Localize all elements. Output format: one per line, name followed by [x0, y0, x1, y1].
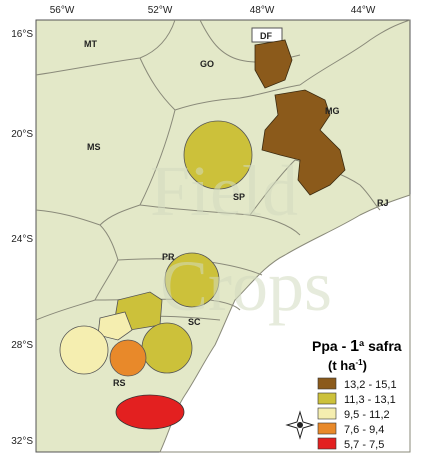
legend: Ppa - 1ª safra (t ha-1) 13,2 - 15,1 11,3 …: [312, 338, 402, 451]
state-labels: MT GO DF MG MS SP RJ PR SC RS: [84, 31, 389, 388]
area-11-13: [183, 120, 253, 190]
area-11-13: [164, 252, 220, 308]
legend-swatch: [317, 437, 337, 450]
area-7-9: [109, 339, 147, 377]
state-label: SC: [188, 317, 201, 327]
state-label: RJ: [377, 198, 389, 208]
lat-label: 28°S: [11, 340, 33, 351]
lon-label: 48°W: [250, 5, 275, 16]
legend-label: 11,3 - 13,1: [344, 394, 396, 406]
ocean: [159, 194, 411, 453]
state-label: SP: [233, 192, 245, 202]
lat-label: 16°S: [11, 29, 33, 40]
lat-label: 32°S: [11, 436, 33, 447]
area-11-13: [141, 322, 193, 374]
lon-label: 56°W: [50, 5, 75, 16]
state-label: MT: [84, 39, 97, 49]
lon-label: 44°W: [351, 5, 376, 16]
legend-swatch: [317, 377, 337, 390]
legend-label: 13,2 - 15,1: [344, 379, 397, 391]
watermark: Crops: [160, 246, 332, 326]
state-label: DF: [260, 31, 272, 41]
lat-label: 20°S: [11, 129, 33, 140]
state-label: MS: [87, 142, 101, 152]
legend-swatch: [317, 407, 337, 420]
df-box: [251, 27, 283, 43]
legend-label: 5,7 - 7,5: [344, 439, 384, 451]
area-9-11: [59, 325, 109, 375]
area-13-15: [254, 39, 346, 196]
graticule-labels: 56°W 52°W 48°W 44°W 16°S 20°S 24°S 28°S …: [11, 5, 376, 447]
area-5-7: [115, 394, 185, 430]
state-label: RS: [113, 378, 126, 388]
state-label: MG: [325, 106, 340, 116]
legend-title: Ppa - 1ª safra: [312, 338, 402, 355]
lon-label: 52°W: [148, 5, 173, 16]
legend-swatch: [317, 392, 337, 405]
state-label: GO: [200, 59, 214, 69]
lat-label: 24°S: [11, 234, 33, 245]
watermark: Field: [150, 151, 298, 231]
legend-label: 7,6 - 9,4: [344, 424, 384, 436]
state-label: PR: [162, 252, 175, 262]
legend-swatch: [317, 422, 337, 435]
legend-label: 9,5 - 11,2: [344, 409, 390, 421]
production-areas: [59, 39, 346, 430]
compass: [285, 410, 315, 440]
legend-unit: (t ha-1): [328, 358, 367, 373]
state-borders: [35, 19, 411, 321]
